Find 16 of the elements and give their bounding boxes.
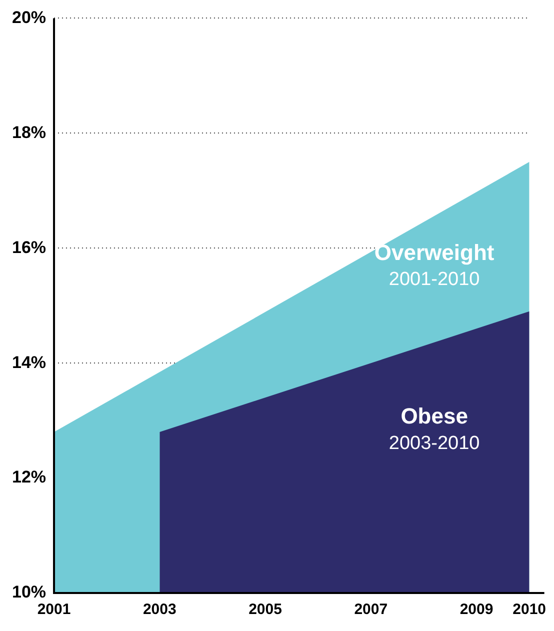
series-label: Overweight: [374, 240, 495, 265]
annotation: 2001-2010: [388, 269, 480, 290]
y-tick-label: 12%: [12, 468, 46, 487]
y-tick-label: 18%: [12, 122, 46, 142]
series-label: Obese: [400, 404, 468, 429]
x-tick-label: 2005: [248, 601, 282, 618]
y-tick-label: 10%: [12, 582, 46, 602]
x-tick-label: 2010: [512, 601, 546, 618]
y-tick-label: 14%: [12, 352, 46, 372]
x-tick-label: 2003: [142, 601, 176, 618]
y-tick-label: 20%: [12, 8, 46, 27]
x-tick-label: 2001: [37, 601, 71, 618]
annotation: 2003-2010: [388, 432, 480, 454]
y-tick-label: 16%: [12, 238, 46, 257]
x-tick-label: 2007: [354, 601, 388, 618]
x-tick-label: 2009: [460, 601, 494, 618]
